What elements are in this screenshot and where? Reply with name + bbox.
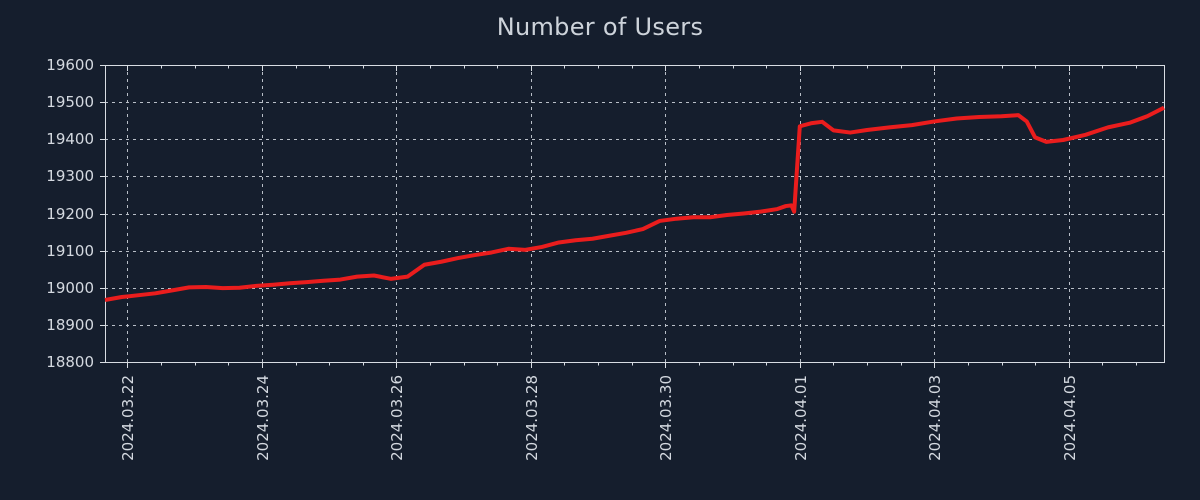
series-line-1 bbox=[104, 105, 1165, 302]
xtick-label: 2024.03.30 bbox=[657, 375, 675, 461]
ytick-label: 18800 bbox=[46, 353, 94, 371]
tickmarks-group bbox=[100, 65, 1137, 368]
xtick-label: 2024.03.28 bbox=[523, 375, 541, 461]
ytick-label: 19400 bbox=[46, 130, 94, 148]
ytick-label: 19100 bbox=[46, 242, 94, 260]
ytick-label: 18900 bbox=[46, 316, 94, 334]
xtick-label: 2024.04.05 bbox=[1061, 375, 1079, 461]
chart-title: Number of Users bbox=[496, 13, 704, 41]
plot-border bbox=[104, 64, 1166, 364]
y-axis-labels: 18800 18900 19000 19100 19200 19300 19400 19500… bbox=[46, 56, 94, 371]
ytick-label: 19300 bbox=[46, 167, 94, 185]
xtick-label: 2024.03.26 bbox=[388, 375, 406, 461]
data-series-group bbox=[104, 105, 1165, 302]
plot-frame bbox=[104, 64, 1166, 364]
gridlines-group bbox=[105, 65, 1164, 363]
xtick-label: 2024.04.01 bbox=[792, 375, 810, 461]
xtick-label: 2024.03.24 bbox=[254, 375, 272, 461]
ytick-label: 19600 bbox=[46, 56, 94, 74]
x-axis-labels: 2024.03.22 2024.03.24 2024.03.26 2024.03.28… bbox=[119, 375, 1079, 461]
ytick-label: 19000 bbox=[46, 279, 94, 297]
ytick-label: 19500 bbox=[46, 93, 94, 111]
ytick-label: 19200 bbox=[46, 205, 94, 223]
xtick-label: 2024.03.22 bbox=[119, 375, 137, 461]
xtick-label: 2024.04.03 bbox=[926, 375, 944, 461]
